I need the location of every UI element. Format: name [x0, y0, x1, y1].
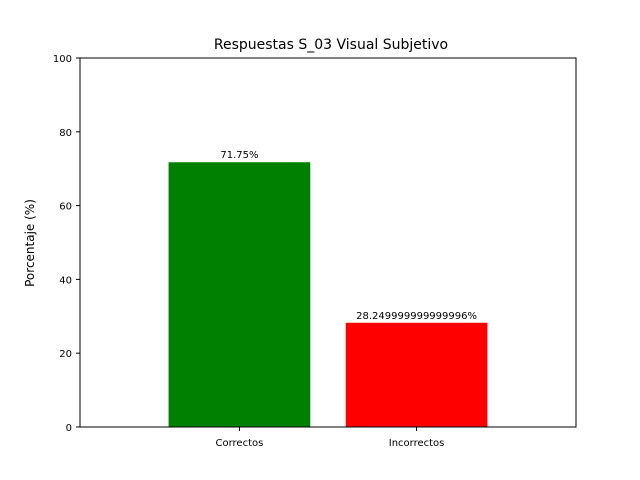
- bar-correctos: [168, 162, 311, 427]
- data-label-correctos: 71.75%: [220, 150, 258, 161]
- y-tick-label: 0: [66, 423, 72, 434]
- x-axis-ticks: Correctos Incorrectos: [216, 427, 445, 449]
- y-tick-label: 20: [59, 349, 72, 360]
- chart-title: Respuestas S_03 Visual Subjetivo: [214, 37, 448, 53]
- y-tick-label: 40: [59, 275, 72, 286]
- data-label-incorrectos: 28.249999999999996%: [356, 311, 477, 322]
- bars-group: [168, 162, 488, 427]
- y-tick-label: 100: [53, 54, 72, 65]
- y-axis-ticks: 0 20 40 60 80 100: [53, 54, 80, 434]
- y-tick-label: 80: [59, 128, 72, 139]
- data-labels-group: 71.75% 28.249999999999996%: [220, 150, 477, 322]
- bar-incorrectos: [345, 322, 488, 427]
- y-tick-label: 60: [59, 202, 72, 213]
- plot-frame: [79, 57, 577, 428]
- x-tick-label: Correctos: [216, 438, 264, 449]
- x-tick-label: Incorrectos: [389, 438, 445, 449]
- y-axis-label: Porcentaje (%): [23, 199, 37, 287]
